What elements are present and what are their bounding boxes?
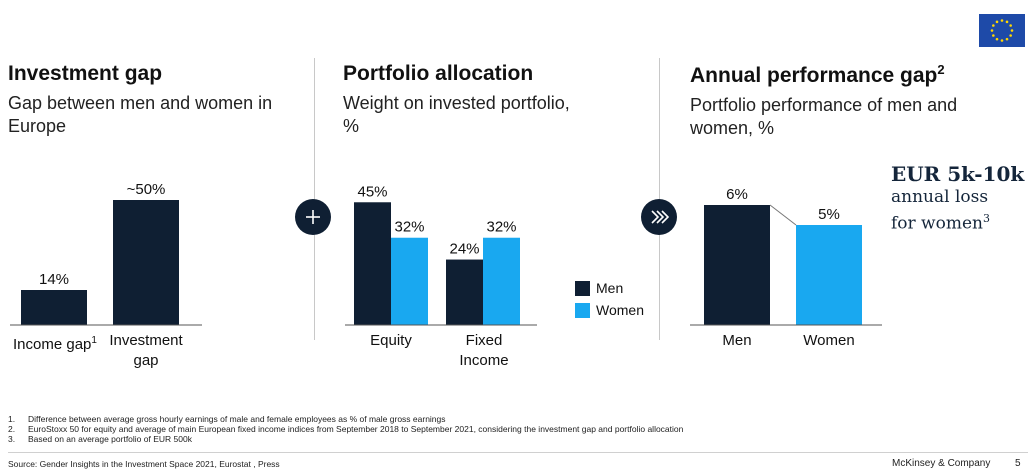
chart-investment-gap: 14% ~50%	[10, 181, 202, 326]
flag-star	[1009, 34, 1012, 37]
legend: Men Women	[575, 280, 644, 318]
eu-flag-icon	[979, 14, 1025, 47]
value-label: 45%	[357, 183, 387, 200]
footer-brand: McKinsey & Company	[892, 458, 991, 469]
legend-label: Women	[596, 302, 644, 318]
value-label: 14%	[39, 271, 69, 288]
callout-headline: EUR 5k-10k	[891, 162, 1025, 186]
flag-star	[992, 24, 995, 27]
loss-callout: EUR 5k-10k annual loss for women3	[891, 162, 1031, 235]
category-label-equity: Equity	[370, 332, 412, 349]
value-label: 24%	[449, 241, 479, 258]
value-label: ~50%	[127, 181, 166, 198]
callout-line-2: for women3	[891, 212, 990, 234]
category-label-women: Women	[803, 332, 855, 349]
flag-field	[979, 14, 1025, 47]
eu-flag	[979, 14, 1025, 47]
flag-star	[1005, 37, 1009, 41]
flag-star	[1010, 29, 1014, 32]
arrow-connector	[641, 199, 677, 235]
flag-star	[992, 34, 995, 37]
panel-title: Investment gap	[8, 62, 163, 85]
value-label: 32%	[486, 219, 516, 236]
category-label-men: Men	[722, 332, 752, 349]
plus-icon	[306, 210, 320, 224]
panel-investment-gap-header: Investment gap Gap between men and women…	[8, 62, 308, 138]
footnote: 3. Based on an average portfolio of EUR 5…	[8, 434, 192, 444]
flag-star	[1009, 24, 1012, 27]
bar-men	[704, 205, 770, 325]
footer-rule	[8, 452, 1028, 453]
value-label: 32%	[394, 219, 424, 236]
panel-performance-gap-header: Annual performance gap2 Portfolio perfor…	[690, 62, 1010, 140]
bar-men-fixed-income	[446, 259, 483, 325]
value-label: 5%	[818, 206, 840, 223]
category-label-investment-gap: Investment gap	[109, 332, 183, 369]
panel-title: Annual performance gap2	[690, 62, 945, 87]
category-label-fixed-income: Fixed Income	[459, 332, 509, 369]
panel-subtitle: Gap between men and women in Europe	[8, 93, 273, 136]
legend-swatch-men	[575, 280, 590, 296]
footnote: 2. EuroStoxx 50 for equity and average of…	[8, 424, 684, 434]
flag-star	[995, 37, 999, 41]
gap-connector-line	[769, 204, 797, 226]
bar-men-equity	[354, 202, 391, 325]
legend-swatch-women	[575, 302, 590, 318]
flag-star	[995, 20, 999, 24]
legend-item-men: Men	[575, 280, 644, 296]
title-footnote-marker: 2	[937, 62, 945, 77]
bar-women-fixed-income	[483, 237, 520, 325]
legend-label: Men	[596, 280, 624, 296]
panel-title: Portfolio allocation	[343, 62, 534, 85]
source-note: Source: Gender Insights in the Investmen…	[8, 459, 280, 469]
footnotes: 1. Difference between average gross hourl…	[8, 414, 1008, 444]
chart-portfolio-allocation: 45% 32% 24% 32%	[345, 183, 537, 326]
bar-women	[796, 225, 862, 325]
footnote: 1. Difference between average gross hourl…	[8, 414, 446, 424]
panel-subtitle: Portfolio performance of men and women, …	[690, 95, 958, 138]
flag-star	[1000, 19, 1004, 22]
legend-item-women: Women	[575, 302, 644, 318]
category-footnote-marker: 1	[91, 335, 97, 346]
callout-footnote-marker: 3	[982, 212, 990, 225]
flag-star	[990, 29, 994, 32]
chart-performance-gap: 6% 5%	[690, 186, 882, 326]
bar-investment-gap	[113, 200, 179, 325]
bar-income-gap	[21, 290, 87, 325]
flag-star	[1005, 20, 1009, 24]
plus-connector	[295, 199, 331, 235]
flag-star	[1000, 39, 1004, 42]
panel-portfolio-allocation-header: Portfolio allocation Weight on invested …	[343, 62, 643, 138]
double-chevron-right-icon	[651, 210, 669, 224]
category-label-income-gap: Income gap1	[13, 335, 97, 353]
panel-subtitle: Weight on invested portfolio, %	[343, 93, 570, 136]
callout-line-1: annual loss	[891, 187, 989, 207]
page-number: 5	[1015, 458, 1021, 469]
bar-women-equity	[391, 237, 428, 325]
value-label: 6%	[726, 186, 748, 203]
